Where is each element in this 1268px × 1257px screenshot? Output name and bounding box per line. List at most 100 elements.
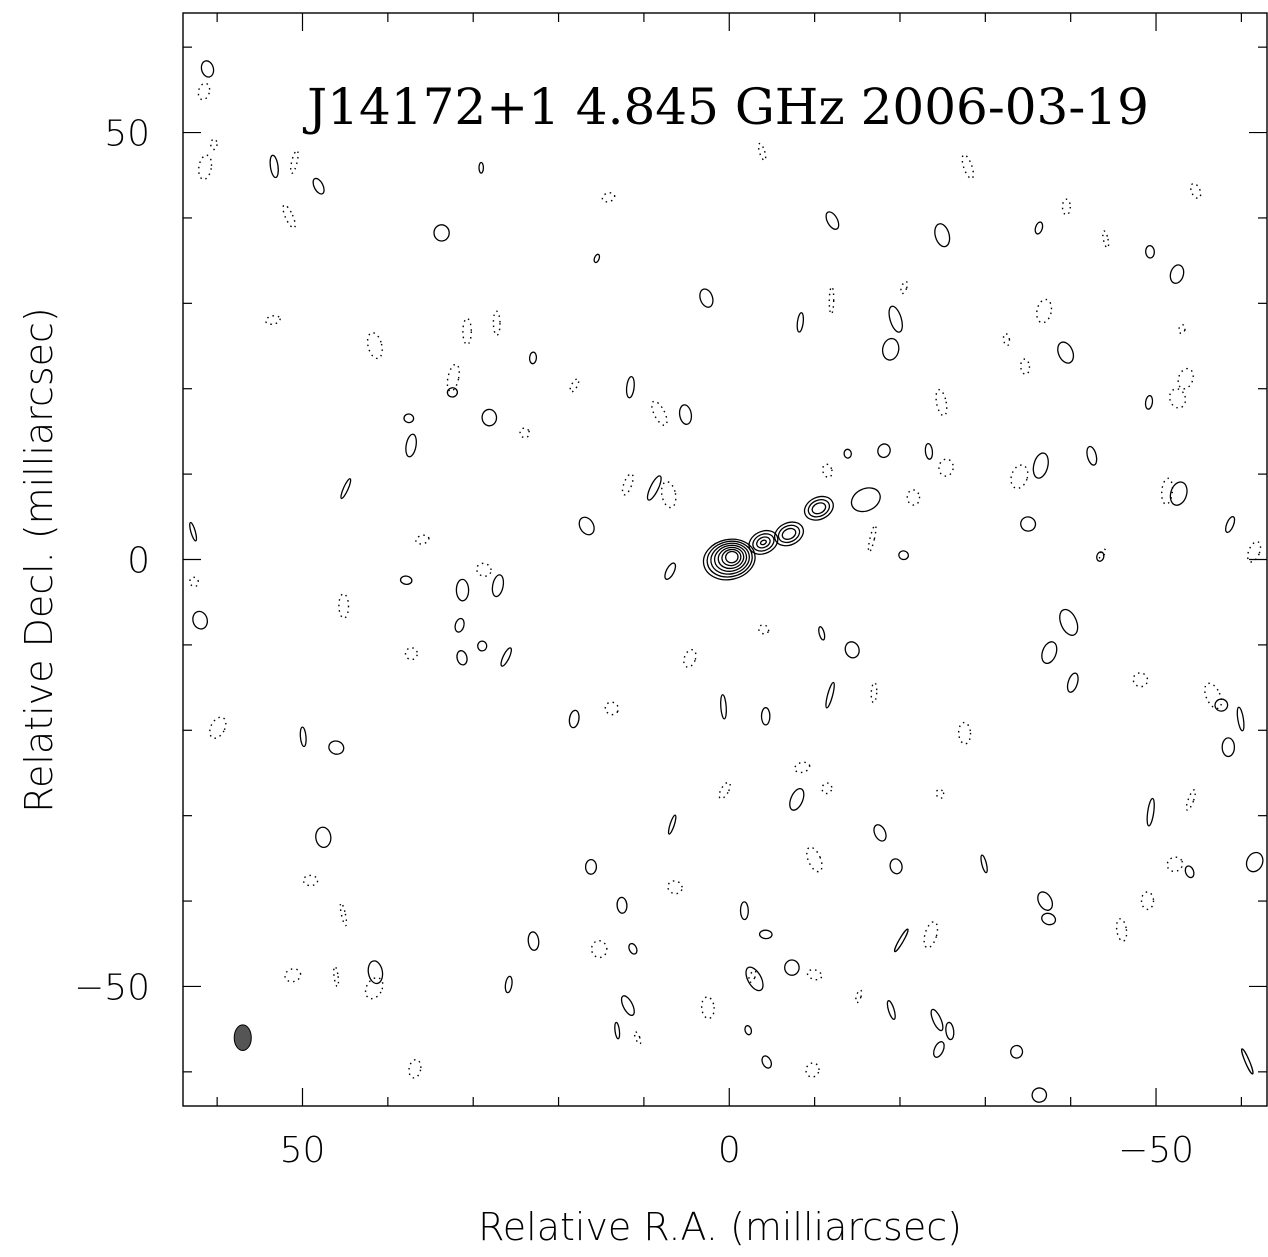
jet-component-contour xyxy=(807,499,831,518)
noise-contour xyxy=(881,337,900,361)
negative-noise-contour xyxy=(366,332,383,360)
noise-contour xyxy=(192,610,209,630)
negative-noise-contour xyxy=(1036,298,1053,324)
negative-noise-contour xyxy=(867,524,877,553)
negative-noise-contour xyxy=(289,149,299,175)
noise-contour xyxy=(1032,452,1049,479)
negative-noise-contour xyxy=(821,782,833,795)
negative-noise-contour xyxy=(1140,891,1155,911)
y-axis-title: Relative Decl. (milliarcsec) xyxy=(17,307,61,813)
negative-noise-contour xyxy=(758,624,770,635)
noise-contour xyxy=(1145,244,1155,259)
negative-noise-contour xyxy=(660,480,677,509)
noise-contour xyxy=(888,305,903,333)
jet-component-contour xyxy=(748,529,779,555)
noise-contour xyxy=(299,726,307,748)
noise-contour xyxy=(620,995,635,1017)
negative-noise-contour xyxy=(935,389,948,417)
noise-contour xyxy=(433,224,450,242)
negative-noise-contour xyxy=(923,921,939,949)
axis-ticks xyxy=(183,13,1267,1106)
noise-contour xyxy=(628,942,638,955)
jet-component-contour xyxy=(850,487,881,513)
negative-noise-contour xyxy=(1160,477,1174,505)
negative-noise-contour xyxy=(1102,230,1110,249)
noise-contour xyxy=(744,1025,753,1036)
noise-contour xyxy=(403,413,415,424)
negative-noise-contour xyxy=(1185,789,1197,811)
negative-noise-contour xyxy=(633,1031,642,1045)
negative-noise-contour xyxy=(601,192,616,203)
noise-contour xyxy=(1240,1048,1254,1075)
noise-contour xyxy=(873,824,887,842)
noise-contour xyxy=(504,975,513,994)
noise-contour xyxy=(189,521,198,542)
noise-contour xyxy=(930,1008,944,1032)
negative-noise-contour xyxy=(870,682,878,704)
negative-noise-contour xyxy=(462,317,472,346)
negative-noise-contour xyxy=(935,788,945,799)
negative-noise-contour xyxy=(339,902,348,927)
negative-noise-contour xyxy=(667,880,683,895)
noise-contour xyxy=(844,641,860,659)
jet-component-contour xyxy=(777,524,801,544)
noise-contour xyxy=(877,443,891,459)
noise-contour xyxy=(399,575,413,585)
noise-contour xyxy=(761,1055,773,1069)
negative-noise-contour xyxy=(822,463,833,479)
negative-noise-contour xyxy=(1010,464,1029,490)
negative-noise-contour xyxy=(1132,672,1149,688)
noise-contour xyxy=(1169,264,1185,284)
noise-contour xyxy=(789,788,805,811)
core-contour xyxy=(725,550,739,564)
negative-noise-contour xyxy=(1178,324,1186,335)
negative-noise-contour xyxy=(651,400,668,426)
negative-noise-contour xyxy=(404,647,419,661)
noise-contour xyxy=(528,351,538,365)
negative-noise-contour xyxy=(189,576,200,588)
noise-contour xyxy=(312,177,325,195)
negative-noise-contour xyxy=(906,489,921,506)
tick-labels: 50 0 −50 50 0 −50 xyxy=(74,114,1194,1171)
negative-noise-contour xyxy=(209,716,227,739)
noise-contour xyxy=(200,60,215,78)
noise-contours xyxy=(189,60,1264,1103)
negative-noise-contour xyxy=(1098,548,1107,559)
noise-contour xyxy=(477,640,488,652)
noise-contour xyxy=(1214,698,1229,712)
negative-noise-contour xyxy=(961,154,975,180)
negative-noise-contour xyxy=(492,310,501,336)
noise-contour xyxy=(825,211,840,230)
noise-contour xyxy=(1224,515,1236,534)
noise-contour xyxy=(825,681,835,709)
noise-contour xyxy=(446,387,459,398)
core-contour xyxy=(717,546,745,570)
noise-contour xyxy=(481,408,498,427)
noise-contour xyxy=(843,448,852,459)
noise-contour xyxy=(945,1021,955,1041)
negative-noise-contour xyxy=(748,970,757,983)
negative-noise-contour xyxy=(957,721,972,745)
noise-contour xyxy=(893,928,909,953)
noise-contour xyxy=(886,1000,896,1020)
noise-contour xyxy=(269,154,279,179)
negative-noise-contour xyxy=(364,977,384,1000)
jet-component-contour xyxy=(756,536,771,549)
negative-noise-contour xyxy=(1115,918,1128,942)
core-contour xyxy=(713,544,748,572)
noise-contour xyxy=(478,161,485,174)
noise-contour xyxy=(593,253,601,264)
noise-contour xyxy=(1010,1044,1024,1059)
negative-noise-contour xyxy=(828,286,835,315)
negative-noise-contour xyxy=(700,996,715,1020)
noise-contour xyxy=(664,562,677,580)
negative-noise-contour xyxy=(1204,682,1223,710)
noise-contour xyxy=(367,960,384,985)
negative-noise-contour xyxy=(197,154,213,181)
negative-noise-contour xyxy=(590,940,608,959)
noise-contour xyxy=(934,223,951,248)
noise-contour xyxy=(1020,516,1037,532)
negative-noise-contour xyxy=(1190,182,1202,199)
noise-contour xyxy=(924,442,934,460)
noise-contour xyxy=(933,1041,945,1058)
